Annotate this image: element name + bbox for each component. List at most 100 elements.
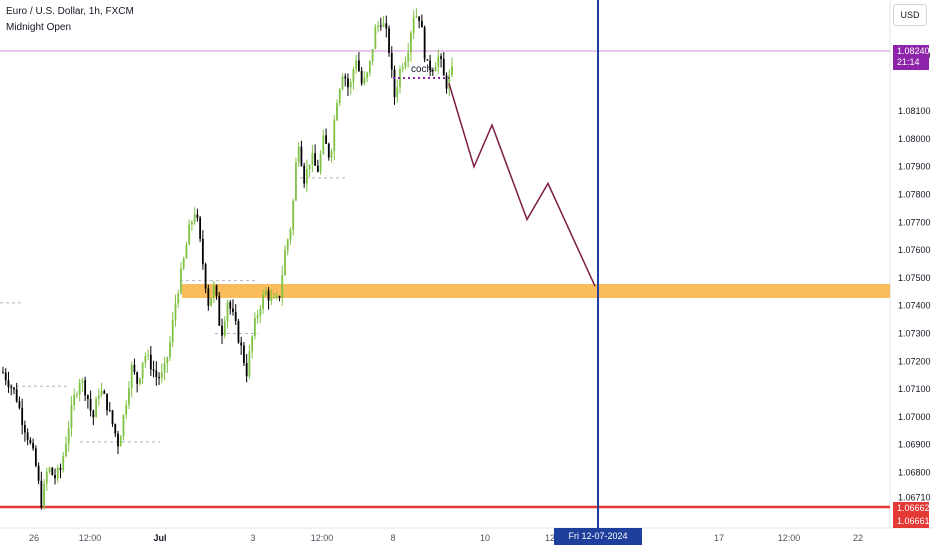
- candle-body: [207, 288, 210, 306]
- candle-body: [204, 264, 207, 289]
- candle-body: [48, 467, 51, 472]
- candle-body: [314, 153, 317, 166]
- candle-body: [125, 404, 128, 415]
- candle-body: [308, 164, 311, 170]
- candle-body: [182, 258, 185, 269]
- candle-body: [84, 380, 87, 396]
- candle-body: [81, 380, 84, 383]
- candle-body: [65, 443, 67, 457]
- candle-body: [24, 424, 26, 433]
- candle-body: [295, 162, 297, 201]
- price-tick-label: 1.07600: [898, 245, 931, 255]
- midnight-open-lines: [0, 177, 348, 443]
- candle-body: [149, 354, 152, 370]
- candle-body: [292, 200, 295, 230]
- candle-body: [160, 372, 163, 379]
- candle-body: [256, 315, 259, 319]
- candle-body: [251, 336, 254, 352]
- price-tick-label: 1.06800: [898, 467, 931, 477]
- candle-body: [355, 60, 358, 70]
- candle-body: [426, 59, 429, 61]
- candle-body: [76, 394, 78, 396]
- candle-body: [429, 60, 431, 71]
- candle-body: [223, 321, 226, 336]
- candle-body: [229, 302, 232, 309]
- candle-body: [431, 70, 434, 72]
- symbol-title[interactable]: Euro / U.S. Dollar, 1h, FXCM: [6, 6, 134, 17]
- candle-body: [267, 290, 270, 301]
- candle-body: [18, 401, 21, 408]
- candle-body: [451, 66, 453, 75]
- candle-body: [286, 239, 289, 251]
- time-axis: 26 12:00 Jul 3 12:00 8 10 12 17 12:00 22: [29, 533, 863, 543]
- candle-body: [193, 214, 196, 223]
- candle-body: [325, 135, 327, 144]
- candle-body: [100, 391, 103, 396]
- candle-body: [423, 27, 426, 60]
- candle-body: [434, 66, 437, 72]
- currency-button[interactable]: USD: [893, 4, 927, 26]
- price-tick-label: 1.06710: [898, 492, 931, 502]
- candle-body: [243, 345, 245, 363]
- candle-body: [297, 146, 300, 163]
- candle-body: [155, 370, 158, 378]
- candle-body: [330, 151, 333, 158]
- candle-body: [73, 394, 76, 406]
- candle-body: [92, 410, 95, 418]
- candle-body: [163, 363, 166, 373]
- time-tick-label: 8: [390, 533, 395, 543]
- last-price-value: 1.08240: [897, 46, 930, 56]
- candle-body: [278, 296, 281, 298]
- candle-body: [21, 407, 24, 425]
- projection-path[interactable]: [448, 83, 596, 287]
- candle-body: [78, 382, 81, 395]
- candle-body: [174, 303, 177, 320]
- price-tick-label: 1.08100: [898, 106, 931, 116]
- candle-body: [404, 61, 407, 68]
- bar-countdown: 21:14: [897, 57, 920, 67]
- price-tick-label: 1.07200: [898, 356, 931, 366]
- candle-body: [108, 410, 111, 412]
- candle-body: [180, 268, 182, 294]
- time-tick-label: 12:00: [778, 533, 801, 543]
- price-tick-label: 1.07900: [898, 162, 931, 172]
- candle-body: [111, 410, 114, 425]
- candle-body: [86, 395, 89, 400]
- price-tick-label: 1.07500: [898, 273, 931, 283]
- candle-body: [191, 222, 193, 225]
- candle-body: [201, 238, 204, 265]
- candle-body: [218, 295, 221, 326]
- candle-body: [177, 293, 180, 304]
- candle-body: [56, 467, 59, 479]
- demand-zone[interactable]: [182, 284, 890, 298]
- indicator-label[interactable]: Midnight Open: [6, 22, 72, 33]
- candle-body: [166, 357, 169, 364]
- time-tick-label: 3: [250, 533, 255, 543]
- candle-body: [407, 52, 410, 62]
- candle-body: [141, 362, 144, 379]
- candle-body: [253, 318, 256, 337]
- candle-body: [136, 372, 139, 384]
- support-price-tag-2: 1.06661: [893, 515, 930, 528]
- candle-body: [412, 17, 415, 33]
- candle-body: [37, 465, 40, 481]
- candle-body: [363, 77, 366, 84]
- candle-body: [67, 428, 70, 444]
- candle-body: [445, 75, 448, 89]
- candle-body: [379, 25, 382, 27]
- candle-body: [138, 378, 141, 384]
- candle-body: [245, 362, 248, 377]
- candle-body: [281, 275, 284, 298]
- candle-body: [32, 442, 35, 449]
- price-tick-label: 1.07300: [898, 328, 931, 338]
- price-tick-label: 1.07400: [898, 301, 931, 311]
- candle-body: [144, 355, 147, 363]
- candle-body: [152, 369, 155, 371]
- candle-body: [358, 60, 360, 71]
- candle-body: [119, 436, 122, 447]
- candle-body: [188, 224, 191, 245]
- price-tick-label: 1.08000: [898, 134, 931, 144]
- price-tick-label: 1.07100: [898, 384, 931, 394]
- candle-body: [415, 16, 418, 18]
